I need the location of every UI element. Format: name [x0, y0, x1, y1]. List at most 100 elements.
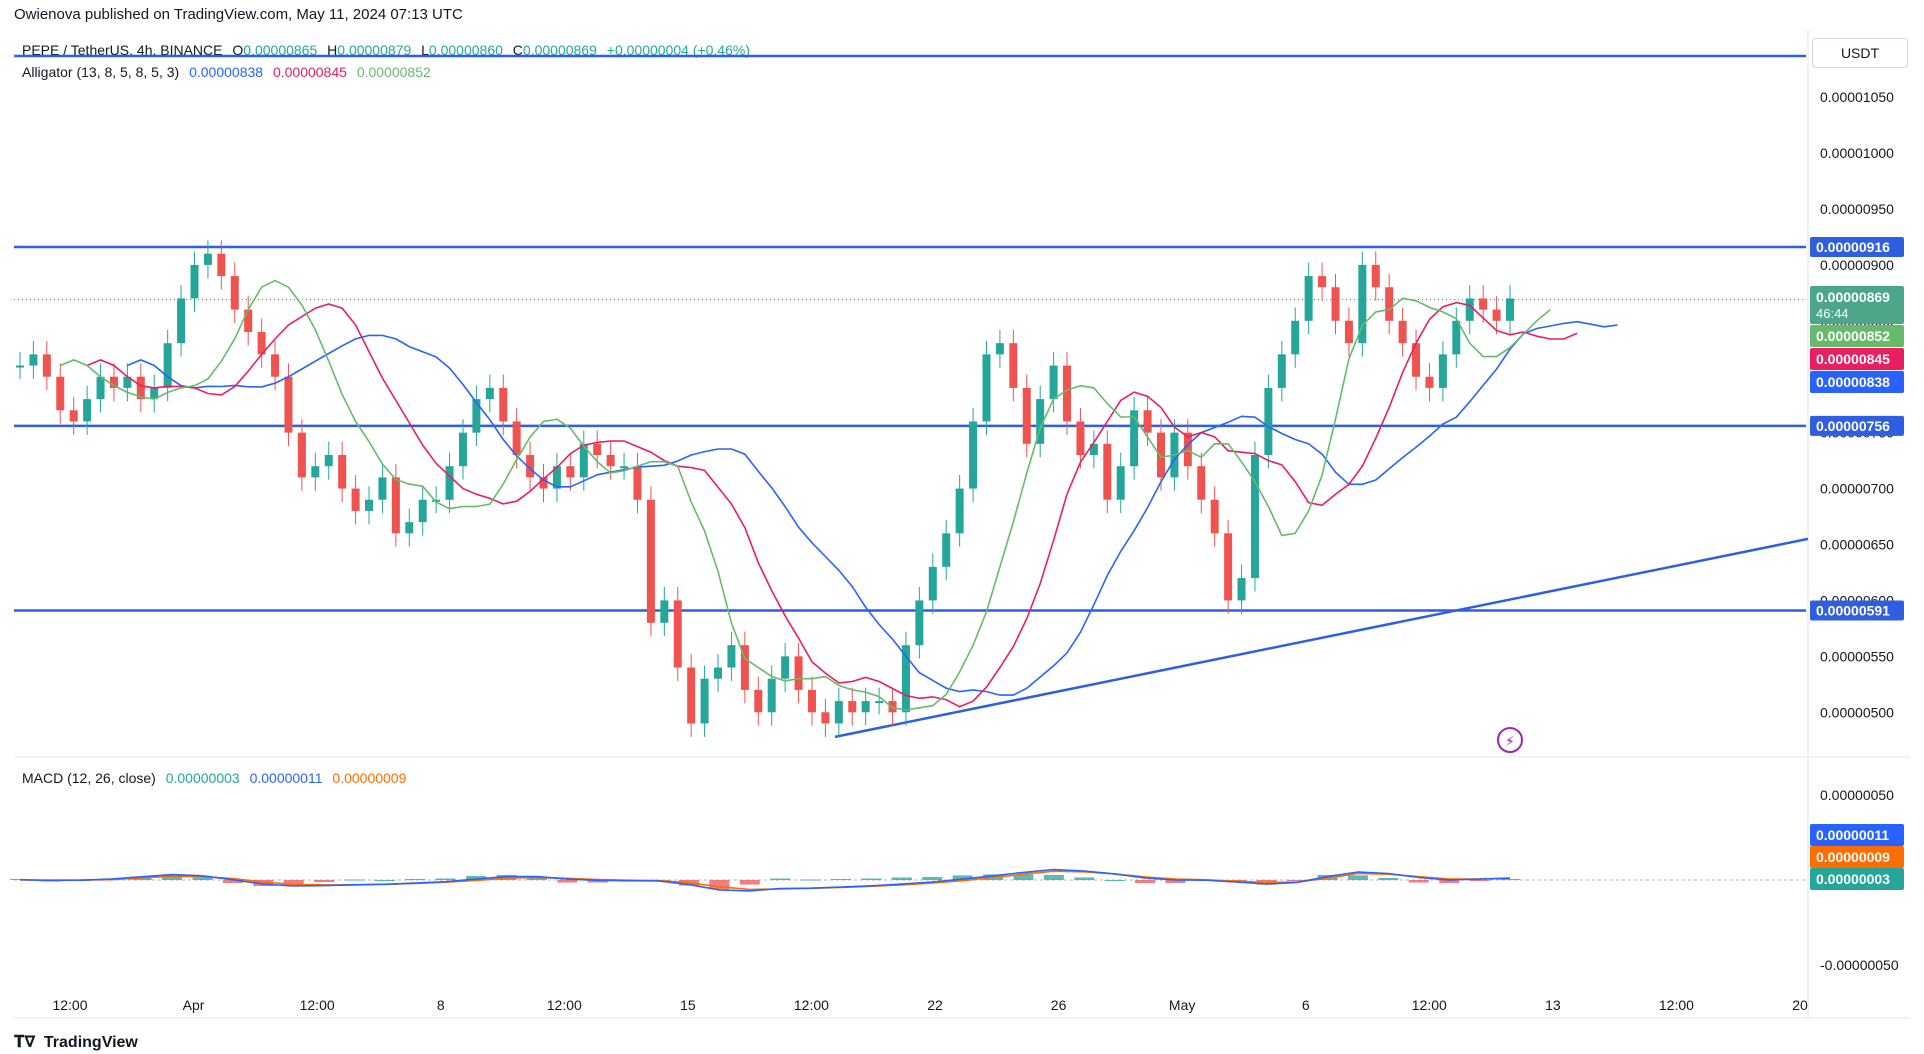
- candle-body: [391, 477, 400, 534]
- candle-body: [96, 376, 105, 400]
- price-tick-label: 0.00000800: [1820, 369, 1894, 385]
- candle-body: [526, 455, 535, 478]
- open-value: 0.00000865: [243, 42, 318, 58]
- candle-body: [593, 443, 602, 456]
- time-tick-label: Apr: [183, 997, 205, 1013]
- candle-body: [445, 466, 454, 500]
- candle-body: [1492, 309, 1501, 321]
- macd-label[interactable]: MACD (12, 26, close): [22, 770, 156, 786]
- macd-histogram-bar: [1165, 880, 1186, 884]
- candle-body: [1116, 466, 1125, 500]
- macd-histogram-bar: [435, 878, 456, 880]
- brand-label: TradingView: [43, 1034, 138, 1051]
- alligator-legend: Alligator (13, 8, 5, 8, 5, 3) 0.00000838…: [22, 64, 431, 80]
- tradingview-brand[interactable]: 𝐓∇ TradingView: [14, 1032, 138, 1052]
- macd-histogram-bar: [253, 880, 274, 887]
- macd-histogram-bar: [1317, 874, 1338, 880]
- candle-body: [687, 667, 696, 724]
- candle-body: [1344, 320, 1353, 344]
- level-badge: [1810, 600, 1904, 621]
- candle-body: [485, 387, 494, 400]
- close-value: 0.00000869: [522, 42, 597, 58]
- macd-histogram-bar: [101, 878, 122, 880]
- candle-body: [136, 376, 145, 400]
- candle-body: [150, 387, 159, 400]
- candle-body: [646, 499, 655, 623]
- candle-body: [579, 443, 588, 478]
- price-badge-label: 0.00000845: [1816, 351, 1890, 367]
- macd-badge: [1810, 846, 1904, 868]
- price-tick-label: 0.00000750: [1820, 425, 1894, 441]
- macd-histogram-bar: [952, 875, 973, 880]
- candle-body: [257, 331, 266, 355]
- symbol-label[interactable]: PEPE / TetherUS, 4h, BINANCE: [22, 42, 223, 58]
- candle-body: [378, 477, 387, 500]
- candle-body: [995, 343, 1004, 355]
- candle-body: [1036, 399, 1045, 444]
- candle-body: [1089, 443, 1098, 456]
- candle-body: [1156, 432, 1165, 478]
- macd-histogram-bar: [709, 880, 730, 890]
- candle-body: [203, 253, 212, 265]
- macd-histogram-bar: [374, 880, 395, 881]
- candle-body: [673, 600, 682, 668]
- candle-body: [982, 354, 991, 422]
- price-badge: [1810, 371, 1904, 393]
- macd-histogram-bar: [344, 879, 365, 881]
- price-badge-label: 0.00000852: [1816, 328, 1890, 344]
- time-tick-label: 13: [1545, 997, 1561, 1013]
- time-tick-label: 12:00: [794, 997, 829, 1013]
- macd-legend: MACD (12, 26, close) 0.00000003 0.000000…: [22, 770, 406, 786]
- symbol-legend: PEPE / TetherUS, 4h, BINANCE O0.00000865…: [22, 42, 750, 58]
- price-tick-label: 0.00000700: [1820, 481, 1894, 497]
- macd-histogram-bar: [40, 880, 61, 882]
- candle-body: [1143, 410, 1152, 433]
- close-label: C: [512, 42, 523, 58]
- macd-histogram-bar: [131, 876, 152, 880]
- price-tick-label: 0.00000950: [1820, 201, 1894, 217]
- macd-histogram-bar: [1500, 878, 1520, 880]
- candle-body: [1170, 432, 1179, 478]
- price-tick-label: 0.00000900: [1820, 257, 1894, 273]
- candle-body: [781, 656, 790, 679]
- time-tick-label: 12:00: [1412, 997, 1447, 1013]
- macd-histogram-bar: [1195, 880, 1216, 882]
- time-tick-label: 15: [680, 997, 696, 1013]
- macd-histogram-bar: [557, 880, 578, 883]
- time-tick-label: 20: [1792, 997, 1808, 1013]
- lightning-icon: [1497, 727, 1523, 753]
- macd-histogram-bar: [466, 875, 487, 880]
- level-badge-label: 0.00000591: [1816, 602, 1890, 618]
- macd-line: [19, 868, 1511, 892]
- macd-histogram-bar: [891, 877, 912, 880]
- candle-body: [311, 466, 320, 478]
- price-tick-label: 0.00001050: [1820, 89, 1894, 105]
- currency-button[interactable]: USDT: [1812, 38, 1908, 68]
- candle-body: [163, 343, 172, 388]
- time-tick-label: 22: [927, 997, 943, 1013]
- macd-badge: [1810, 868, 1904, 890]
- high-label: H: [327, 42, 338, 58]
- macd-histogram-bar: [405, 878, 426, 880]
- tradingview-logo-icon: 𝐓∇: [14, 1034, 36, 1051]
- candle-body: [727, 645, 736, 668]
- candle-body: [418, 499, 427, 523]
- level-badge: [1810, 236, 1904, 257]
- time-tick-label: 12:00: [300, 997, 335, 1013]
- candle-body: [230, 276, 239, 310]
- candle-body: [1250, 455, 1259, 579]
- macd-histogram-bar: [800, 879, 821, 881]
- candle-body: [1438, 354, 1447, 388]
- macd-badge-label: 0.00000009: [1816, 849, 1890, 865]
- candle-body: [848, 701, 857, 713]
- alligator-label[interactable]: Alligator (13, 8, 5, 8, 5, 3): [22, 64, 180, 80]
- alligator-teeth-value: 0.00000845: [272, 64, 347, 80]
- alligator-jaw-line: [127, 320, 1618, 696]
- candle-body: [512, 421, 521, 456]
- candle-body: [633, 466, 642, 500]
- macd-badge-label: 0.00000011: [1816, 827, 1889, 843]
- time-tick-label: May: [1169, 997, 1195, 1013]
- macd-histogram-bar: [1013, 874, 1034, 880]
- price-badge: [1810, 286, 1904, 324]
